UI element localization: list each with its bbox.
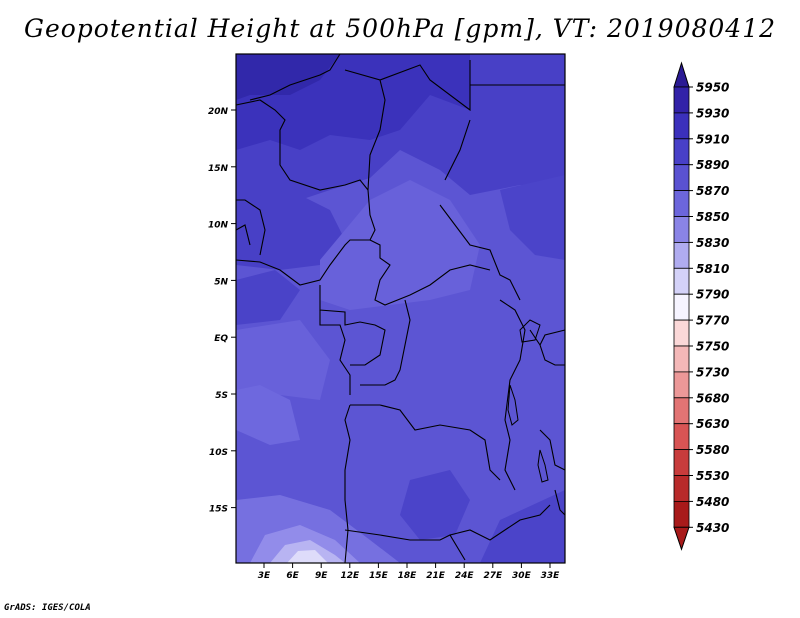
colorbar-label: 5680	[696, 391, 729, 405]
lon-tick-label: 30E	[512, 571, 532, 581]
colorbar-label: 5950	[696, 81, 729, 95]
map-title: Geopotential Height at 500hPa [gpm], VT:…	[23, 14, 777, 43]
lat-tick-label: 20N	[208, 107, 229, 117]
height-band-5930	[236, 54, 340, 100]
lon-tick-label: 21E	[426, 571, 446, 581]
lat-tick-label: 10S	[209, 448, 228, 458]
colorbar-label: 5480	[696, 495, 729, 509]
colorbar-segment	[673, 293, 690, 321]
colorbar-segment	[673, 500, 690, 528]
colorbar-label: 5890	[696, 158, 729, 172]
colorbar-segment	[673, 86, 690, 114]
country-borders	[235, 53, 566, 564]
height-band-5870	[236, 320, 330, 400]
colorbar-segment	[673, 475, 690, 502]
colorbar-segment	[673, 449, 690, 476]
colorbar-segment	[673, 345, 690, 373]
colorbar-segment	[673, 319, 690, 347]
colorbar-label: 5770	[696, 314, 729, 328]
colorbar-segment	[673, 241, 690, 269]
lon-tick-label: 3E	[258, 571, 271, 581]
colorbar-label: 5810	[696, 262, 729, 276]
colorbar-label: 5910	[696, 132, 729, 146]
colorbar-bottom-arrow	[673, 526, 690, 551]
height-band-5890	[236, 190, 345, 270]
height-band-5890	[400, 470, 470, 540]
colorbar-label: 5430	[696, 521, 729, 535]
height-band-5890	[236, 270, 300, 325]
lat-tick-label: 15N	[208, 164, 229, 174]
grads-credit: GrADS: IGES/COLA	[4, 603, 91, 613]
lakes	[507, 319, 549, 483]
height-band-5890	[500, 175, 565, 260]
colorbar-segment	[673, 397, 690, 425]
colorbar-segment	[673, 423, 690, 451]
lon-tick-label: 24E	[455, 571, 475, 581]
colorbar-segment	[673, 216, 690, 243]
colorbar-segment	[673, 267, 690, 295]
lon-tick-label: 33E	[541, 571, 561, 581]
lon-tick-label: 15E	[369, 571, 389, 581]
colorbar-top-arrow	[673, 61, 690, 88]
colorbar-label: 5850	[696, 210, 729, 224]
colorbar-label: 5530	[696, 469, 729, 483]
lat-tick-label: 5S	[215, 391, 228, 401]
lat-tick-label: 10N	[208, 221, 229, 231]
colorbar-segment	[673, 164, 690, 191]
colorbar-segment	[673, 112, 690, 140]
map-frame	[235, 53, 566, 564]
colorbar-label: 5630	[696, 417, 729, 431]
colorbar-label: 5790	[696, 288, 729, 302]
height-band-5790	[287, 550, 328, 563]
colorbar-label: 5580	[696, 443, 729, 457]
colorbar-segment	[673, 371, 690, 399]
colorbar: 5950 5930 5910 5890 5870 5850 5830 5810 5790 5770…	[673, 61, 729, 551]
colorbar-segment	[673, 138, 690, 166]
height-band-5850	[236, 385, 300, 445]
lon-tick-label: 12E	[340, 571, 360, 581]
colorbar-label: 5730	[696, 365, 729, 379]
lon-tick-label: 18E	[398, 571, 418, 581]
lat-tick-label: 5N	[214, 277, 228, 287]
colorbar-label: 5750	[696, 340, 729, 354]
latitude-axis: 20N 15N 10N 5N EQ 5S 10S 15S	[208, 107, 236, 515]
lon-tick-label: 6E	[286, 571, 299, 581]
lat-tick-label: 15S	[209, 505, 228, 515]
colorbar-label: 5830	[696, 236, 729, 250]
lat-tick-label: EQ	[214, 334, 228, 344]
colorbar-label: 5870	[696, 184, 729, 198]
colorbar-label: 5930	[696, 106, 729, 120]
lon-tick-label: 9E	[315, 571, 328, 581]
lon-tick-label: 27E	[483, 571, 503, 581]
colorbar-segment	[673, 190, 690, 217]
height-band-5890	[480, 490, 565, 563]
longitude-axis: 3E 6E 9E 12E 15E 18E 21E 24E 27E 30E 33E	[258, 563, 560, 581]
